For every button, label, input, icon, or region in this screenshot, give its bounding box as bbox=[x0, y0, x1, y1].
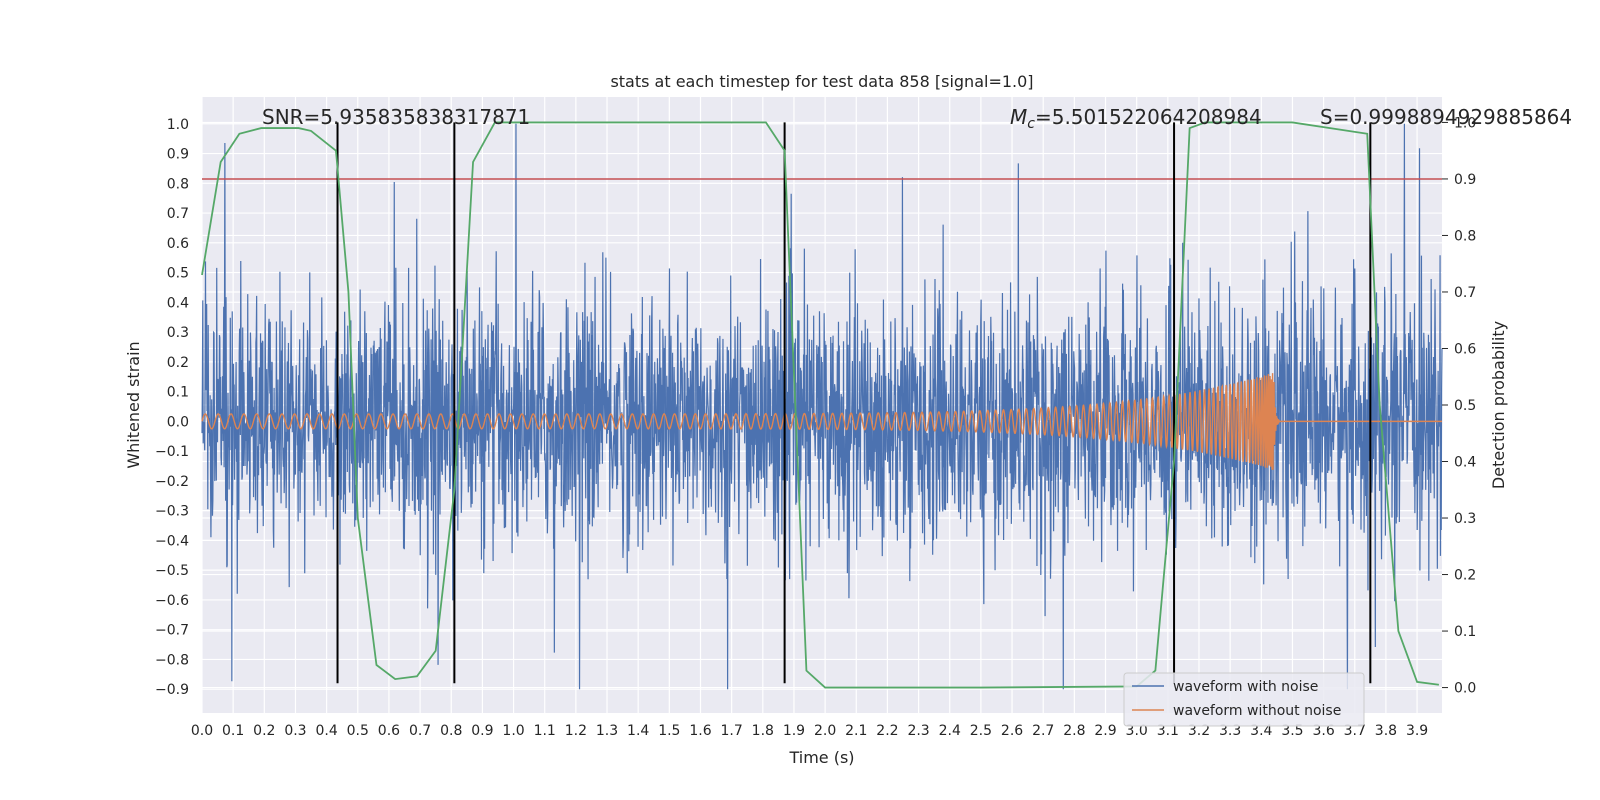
y2-axis-ticks: 1.0 0.9 0.8 0.7 0.6 0.5 0.4 0.3 0.2 0.1 0.0 bbox=[1442, 115, 1476, 697]
detection-probability-line bbox=[201, 121, 1439, 689]
x-tick-label: 0.7 bbox=[409, 723, 431, 739]
x-tick-label: 0.1 bbox=[222, 723, 244, 739]
y-axis-ticks: 1.0 0.9 0.8 0.7 0.6 0.5 0.4 0.3 0.2 0.1 0.0 −0.1 −0.… bbox=[155, 117, 189, 698]
x-tick-label: 0.6 bbox=[378, 723, 400, 739]
clean-waveform-layer bbox=[201, 373, 1442, 470]
x-tick-label: 3.1 bbox=[1157, 723, 1179, 739]
x-tick-label: 3.7 bbox=[1344, 723, 1366, 739]
x-tick-label: 2.4 bbox=[939, 723, 961, 739]
y2-tick-label: 0.2 bbox=[1454, 568, 1476, 584]
x-tick-label: 2.5 bbox=[970, 723, 992, 739]
y2-tick-label: 0.6 bbox=[1454, 341, 1476, 357]
y-tick-label: 0.7 bbox=[167, 206, 189, 222]
x-tick-label: 2.0 bbox=[814, 723, 836, 739]
y-tick-label: 1.0 bbox=[167, 117, 189, 133]
x-tick-label: 2.7 bbox=[1032, 723, 1054, 739]
x-tick-label: 0.9 bbox=[471, 723, 493, 739]
x-tick-label: 3.4 bbox=[1250, 723, 1272, 739]
x-tick-label: 3.5 bbox=[1281, 723, 1303, 739]
y-tick-label: −0.3 bbox=[155, 504, 189, 520]
y-tick-label: −0.6 bbox=[155, 593, 189, 609]
x-tick-label: 2.1 bbox=[845, 723, 867, 739]
x-tick-label: 2.8 bbox=[1063, 723, 1085, 739]
y-tick-label: 0.3 bbox=[167, 325, 189, 341]
y-tick-label: 0.6 bbox=[167, 236, 189, 252]
y-tick-label: 0.9 bbox=[167, 147, 189, 163]
y2-tick-label: 0.0 bbox=[1454, 681, 1476, 697]
y-tick-label: −0.8 bbox=[155, 652, 189, 668]
x-tick-label: 0.3 bbox=[284, 723, 306, 739]
x-tick-label: 3.8 bbox=[1375, 723, 1397, 739]
x-tick-label: 1.9 bbox=[783, 723, 805, 739]
x-tick-label: 1.6 bbox=[689, 723, 711, 739]
legend-label-noise: waveform with noise bbox=[1173, 679, 1318, 695]
chirp-mass-annotation: Mc=5.501522064208984 bbox=[1010, 105, 1262, 132]
y-tick-label: −0.9 bbox=[155, 682, 189, 698]
x-tick-label: 3.2 bbox=[1188, 723, 1210, 739]
x-tick-label: 1.5 bbox=[658, 723, 680, 739]
x-axis-ticks: 0.0 0.1 0.2 0.3 0.4 0.5 0.6 0.7 0.8 0.9 1.0 1.1 1.2 1… bbox=[191, 723, 1428, 739]
x-tick-label: 1.4 bbox=[627, 723, 649, 739]
y-tick-label: 0.0 bbox=[167, 414, 189, 430]
x-tick-label: 2.9 bbox=[1094, 723, 1116, 739]
y2-tick-label: 0.9 bbox=[1454, 172, 1476, 188]
x-tick-label: 1.3 bbox=[596, 723, 618, 739]
x-tick-label: 3.3 bbox=[1219, 723, 1241, 739]
y-tick-label: −0.1 bbox=[155, 444, 189, 460]
x-tick-label: 1.1 bbox=[534, 723, 556, 739]
y-tick-label: −0.2 bbox=[155, 474, 189, 490]
chart-title: stats at each timestep for test data 858… bbox=[610, 72, 1033, 91]
x-tick-label: 1.7 bbox=[721, 723, 743, 739]
y-tick-label: 0.5 bbox=[167, 266, 189, 282]
y2-tick-label: 0.5 bbox=[1454, 398, 1476, 414]
snr-annotation: SNR=5.935835838317871 bbox=[262, 105, 530, 129]
y-tick-label: −0.5 bbox=[155, 563, 189, 579]
x-tick-label: 0.4 bbox=[315, 723, 337, 739]
legend-label-clean: waveform without noise bbox=[1173, 703, 1341, 719]
y-axis-label: Whitened strain bbox=[124, 341, 143, 468]
clean-waveform-line bbox=[201, 373, 1442, 470]
y2-tick-label: 0.1 bbox=[1454, 624, 1476, 640]
y-tick-label: −0.7 bbox=[155, 623, 189, 639]
x-tick-label: 2.6 bbox=[1001, 723, 1023, 739]
x-tick-label: 3.0 bbox=[1126, 723, 1148, 739]
x-tick-label: 3.9 bbox=[1406, 723, 1428, 739]
y2-tick-label: 1.0 bbox=[1454, 115, 1476, 131]
y2-tick-label: 0.3 bbox=[1454, 511, 1476, 527]
legend: waveform with noise waveform without noi… bbox=[1123, 672, 1365, 727]
x-tick-label: 0.8 bbox=[440, 723, 462, 739]
x-tick-label: 3.6 bbox=[1312, 723, 1334, 739]
chirp-mass-symbol: M bbox=[1010, 105, 1027, 129]
x-tick-label: 2.3 bbox=[907, 723, 929, 739]
y-tick-label: −0.4 bbox=[155, 533, 189, 549]
y2-tick-label: 0.8 bbox=[1454, 228, 1476, 244]
y-tick-label: 0.1 bbox=[167, 385, 189, 401]
x-tick-label: 1.0 bbox=[502, 723, 524, 739]
x-tick-label: 1.8 bbox=[752, 723, 774, 739]
x-tick-label: 0.0 bbox=[191, 723, 213, 739]
y2-tick-label: 0.7 bbox=[1454, 285, 1476, 301]
chirp-mass-value: =5.501522064208984 bbox=[1035, 105, 1262, 129]
y2-tick-label: 0.4 bbox=[1454, 455, 1476, 471]
y2-axis-label: Detection probability bbox=[1489, 321, 1508, 489]
legend-box bbox=[1123, 672, 1365, 727]
s-annotation: S=0.9998894929885864 bbox=[1320, 105, 1572, 129]
x-tick-label: 1.2 bbox=[565, 723, 587, 739]
y-tick-label: 0.2 bbox=[167, 355, 189, 371]
y-tick-label: 0.4 bbox=[167, 295, 189, 311]
x-tick-label: 0.5 bbox=[347, 723, 369, 739]
x-tick-label: 2.2 bbox=[876, 723, 898, 739]
chirp-mass-subscript: c bbox=[1027, 116, 1035, 132]
x-tick-label: 0.2 bbox=[253, 723, 275, 739]
x-axis-label: Time (s) bbox=[788, 748, 854, 767]
y-tick-label: 0.8 bbox=[167, 176, 189, 192]
